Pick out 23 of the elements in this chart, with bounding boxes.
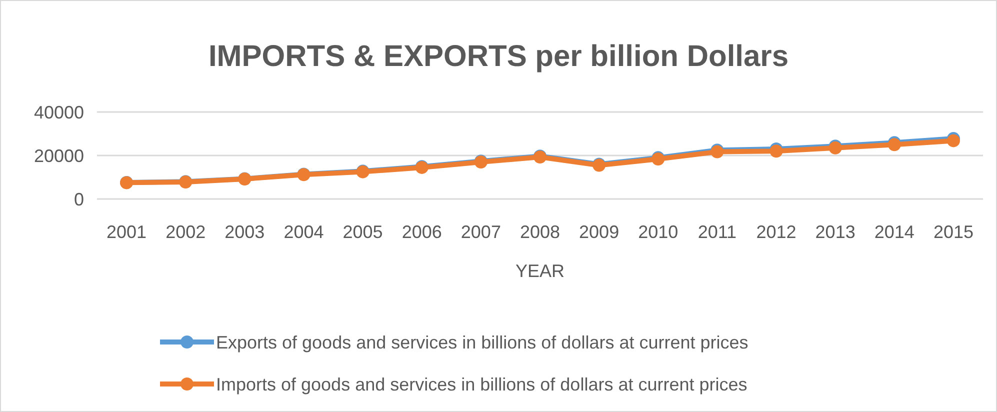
x-tick-label: 2003 (224, 222, 265, 242)
y-tick-label: 40000 (34, 102, 84, 122)
x-tick-label: 2008 (520, 222, 560, 242)
x-tick-label: 2006 (402, 222, 442, 242)
x-tick-label: 2009 (579, 222, 620, 242)
x-tick-label: 2010 (638, 222, 678, 242)
x-tick-label: 2014 (874, 222, 914, 242)
x-tick-label: 2005 (342, 222, 383, 242)
x-tick-label: 2012 (756, 222, 796, 242)
chart-title: IMPORTS & EXPORTS per billion Dollars (208, 40, 789, 73)
legend-label: Exports of goods and services in billions of dollars at current prices (216, 332, 748, 352)
x-tick-label: 2013 (815, 222, 856, 242)
legend-label: Imports of goods and services in billions of dollars at current prices (216, 374, 748, 394)
x-tick-label: 2015 (933, 222, 974, 242)
x-tick-label: 2007 (460, 222, 501, 242)
x-tick-label: 2004 (284, 222, 324, 242)
y-tick-label: 20000 (34, 146, 84, 166)
x-tick-label: 2001 (106, 222, 147, 242)
x-tick-label: 2011 (698, 222, 737, 242)
x-tick-label: 2002 (166, 222, 206, 242)
x-axis-title: YEAR (515, 261, 565, 281)
point (770, 144, 783, 158)
y-tick-label: 0 (74, 189, 84, 210)
